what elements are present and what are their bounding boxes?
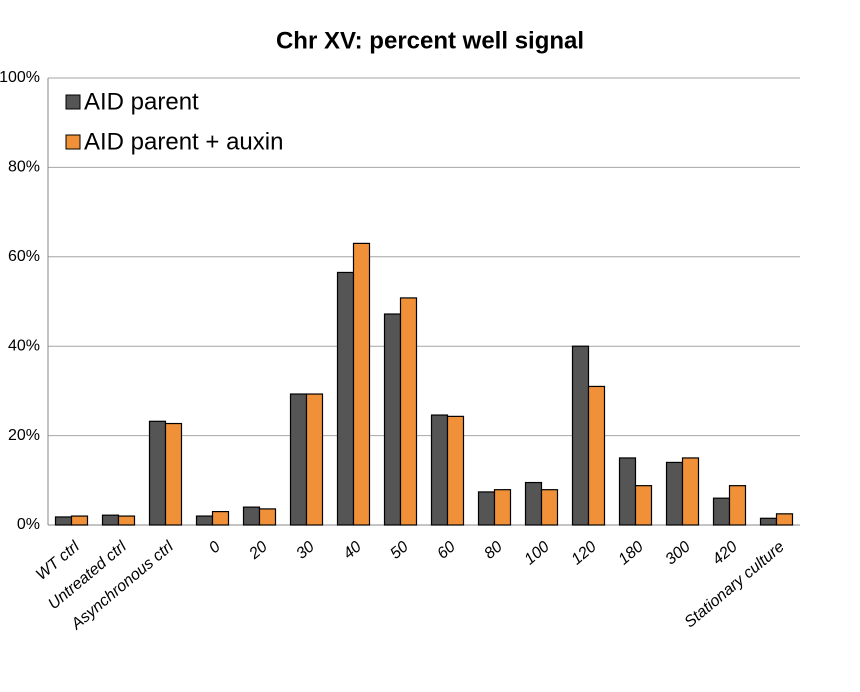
bar (242, 506, 261, 526)
bar (759, 517, 778, 526)
bar (54, 516, 73, 526)
y-tick-label: 20% (8, 427, 40, 444)
bar (195, 515, 214, 526)
x-tick-label: 80 (481, 538, 506, 563)
legend-swatch (65, 134, 81, 150)
x-tick-label: 30 (293, 538, 318, 563)
bar (618, 457, 637, 526)
bar (336, 271, 355, 526)
x-tick-label: 180 (615, 538, 646, 568)
bar (289, 393, 308, 526)
bar (540, 489, 559, 526)
bar (399, 297, 418, 526)
bar (352, 242, 371, 526)
bar (164, 422, 183, 526)
bar (101, 514, 120, 526)
y-tick-label: 40% (8, 337, 40, 354)
x-tick-label: 50 (387, 538, 412, 563)
legend-swatch (65, 94, 81, 110)
x-tick-label: 420 (709, 538, 740, 568)
y-tick-label: 60% (8, 248, 40, 265)
x-tick-label: 100 (521, 538, 552, 568)
x-tick-label: 60 (434, 538, 459, 563)
x-tick-label: 0 (206, 538, 224, 557)
legend-label: AID parent + auxin (84, 128, 283, 155)
bar (446, 415, 465, 526)
bar (587, 385, 606, 526)
bar (70, 515, 89, 526)
bar (211, 510, 230, 526)
bar (305, 393, 324, 526)
bar (430, 414, 449, 526)
y-tick-label: 0% (17, 516, 40, 533)
y-tick-label: 100% (0, 69, 40, 86)
bar (383, 313, 402, 526)
bar (258, 508, 277, 526)
bar (524, 481, 543, 526)
legend-label: AID parent (84, 88, 199, 115)
bar (571, 345, 590, 526)
bar (665, 461, 684, 526)
x-tick-label: 40 (340, 538, 365, 563)
bar (493, 489, 512, 526)
bar (728, 485, 747, 526)
bar (634, 485, 653, 526)
bar (117, 515, 136, 526)
bar (775, 513, 794, 526)
bar (477, 491, 496, 526)
y-tick-label: 80% (8, 159, 40, 176)
x-tick-label: 20 (245, 538, 270, 563)
chart-title: Chr XV: percent well signal (276, 27, 584, 54)
bar (712, 497, 731, 526)
x-tick-label: 120 (568, 538, 599, 568)
bar (681, 457, 700, 526)
bar (148, 420, 167, 526)
x-tick-label: 300 (662, 538, 693, 568)
